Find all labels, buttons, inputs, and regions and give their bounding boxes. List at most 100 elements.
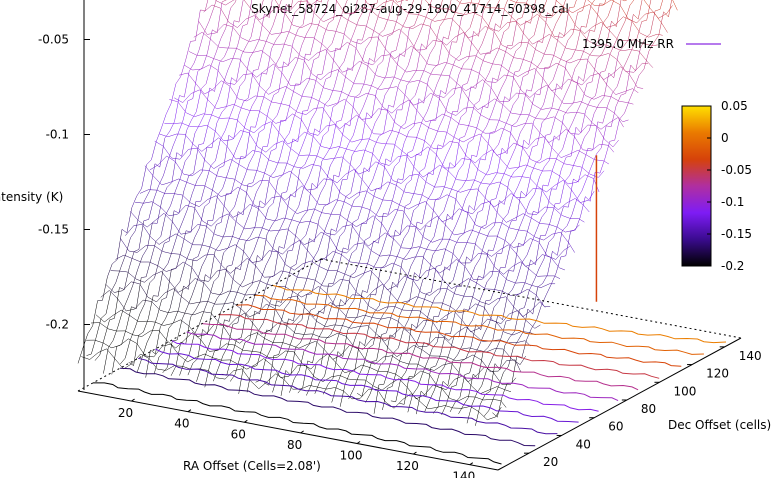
mesh-line bbox=[359, 341, 365, 346]
mesh-line bbox=[528, 14, 538, 21]
mesh-line bbox=[481, 30, 488, 44]
mesh-line bbox=[418, 342, 425, 362]
mesh-line bbox=[181, 307, 188, 320]
mesh-line bbox=[318, 206, 325, 219]
mesh-line bbox=[560, 153, 570, 158]
mesh-line bbox=[234, 20, 240, 23]
mesh-line bbox=[611, 66, 621, 75]
mesh-line bbox=[333, 60, 343, 73]
mesh-line bbox=[316, 258, 322, 276]
mesh-line bbox=[369, 217, 376, 238]
mesh-line bbox=[648, 42, 655, 52]
mesh-line bbox=[326, 124, 335, 127]
mesh-line bbox=[354, 195, 360, 200]
mesh-line bbox=[220, 300, 226, 312]
mesh-line bbox=[255, 265, 265, 278]
mesh-line bbox=[509, 310, 518, 315]
mesh-line bbox=[199, 199, 208, 207]
mesh-line bbox=[359, 61, 368, 67]
mesh-line bbox=[150, 329, 159, 332]
mesh-line bbox=[192, 71, 198, 99]
mesh-line bbox=[201, 83, 207, 89]
mesh-line bbox=[139, 189, 149, 194]
mesh-line bbox=[414, 12, 420, 26]
mesh-line bbox=[493, 144, 499, 151]
mesh-line bbox=[327, 210, 333, 223]
mesh-line bbox=[504, 74, 513, 77]
mesh-line bbox=[488, 397, 494, 411]
mesh-line bbox=[328, 19, 334, 24]
mesh-line bbox=[271, 32, 280, 35]
mesh-line bbox=[410, 80, 419, 83]
mesh-line bbox=[451, 188, 461, 193]
mesh-line bbox=[140, 199, 146, 210]
mesh-line bbox=[117, 310, 124, 327]
mesh-line bbox=[146, 332, 153, 343]
mesh-line bbox=[453, 74, 460, 95]
mesh-line bbox=[473, 179, 483, 184]
mesh-line bbox=[348, 20, 358, 26]
mesh-line bbox=[473, 373, 479, 380]
mesh-line bbox=[331, 14, 341, 19]
mesh-line bbox=[130, 230, 136, 238]
mesh-line bbox=[102, 342, 112, 349]
mesh-line bbox=[619, 21, 626, 32]
mesh-line bbox=[193, 50, 200, 64]
mesh-line bbox=[165, 205, 171, 215]
mesh-line bbox=[153, 346, 163, 358]
mesh-line bbox=[414, 167, 424, 178]
mesh-line bbox=[286, 267, 292, 284]
mesh-line bbox=[623, 16, 632, 22]
mesh-line bbox=[285, 101, 291, 121]
mesh-line bbox=[295, 333, 304, 335]
mesh-line bbox=[167, 133, 177, 138]
mesh-line bbox=[232, 322, 238, 325]
mesh-line bbox=[563, 180, 572, 191]
mesh-line bbox=[560, 0, 566, 15]
mesh-line bbox=[460, 87, 470, 101]
mesh-line bbox=[439, 366, 445, 374]
mesh-line bbox=[233, 211, 239, 235]
mesh-line bbox=[127, 285, 133, 299]
mesh-line bbox=[552, 155, 558, 170]
mesh-line bbox=[311, 0, 317, 25]
mesh-line bbox=[374, 356, 384, 365]
mesh-line bbox=[529, 177, 538, 187]
mesh-line bbox=[238, 0, 244, 23]
mesh-line bbox=[302, 0, 308, 25]
mesh-line bbox=[248, 236, 258, 241]
mesh-line bbox=[289, 284, 295, 302]
mesh-line bbox=[312, 340, 318, 364]
mesh-line bbox=[295, 235, 305, 245]
mesh-line bbox=[565, 231, 571, 256]
mesh-line bbox=[254, 310, 260, 315]
mesh-line bbox=[420, 221, 429, 231]
mesh-line bbox=[531, 122, 541, 134]
mesh-line bbox=[466, 256, 472, 262]
mesh-line bbox=[391, 368, 398, 387]
mesh-line bbox=[532, 287, 538, 315]
mesh-line bbox=[168, 321, 174, 329]
mesh-line bbox=[569, 68, 576, 84]
mesh-line bbox=[314, 381, 320, 394]
mesh-line bbox=[530, 259, 536, 265]
mesh-line bbox=[341, 254, 351, 263]
mesh-line bbox=[554, 135, 560, 141]
mesh-line bbox=[272, 174, 282, 178]
mesh-line bbox=[248, 70, 254, 98]
mesh-line bbox=[227, 213, 237, 223]
mesh-line bbox=[159, 133, 169, 138]
mesh-line bbox=[474, 345, 480, 356]
mesh-line bbox=[332, 90, 342, 92]
mesh-line bbox=[298, 24, 304, 30]
mesh-line bbox=[360, 138, 369, 140]
mesh-line bbox=[335, 0, 337, 1]
mesh-line bbox=[480, 52, 489, 55]
mesh-line bbox=[536, 305, 542, 321]
mesh-line bbox=[242, 184, 252, 188]
mesh-line bbox=[380, 5, 386, 10]
mesh-line bbox=[273, 354, 279, 356]
mesh-line bbox=[212, 357, 222, 361]
mesh-line bbox=[368, 240, 374, 261]
mesh-line bbox=[411, 221, 418, 247]
